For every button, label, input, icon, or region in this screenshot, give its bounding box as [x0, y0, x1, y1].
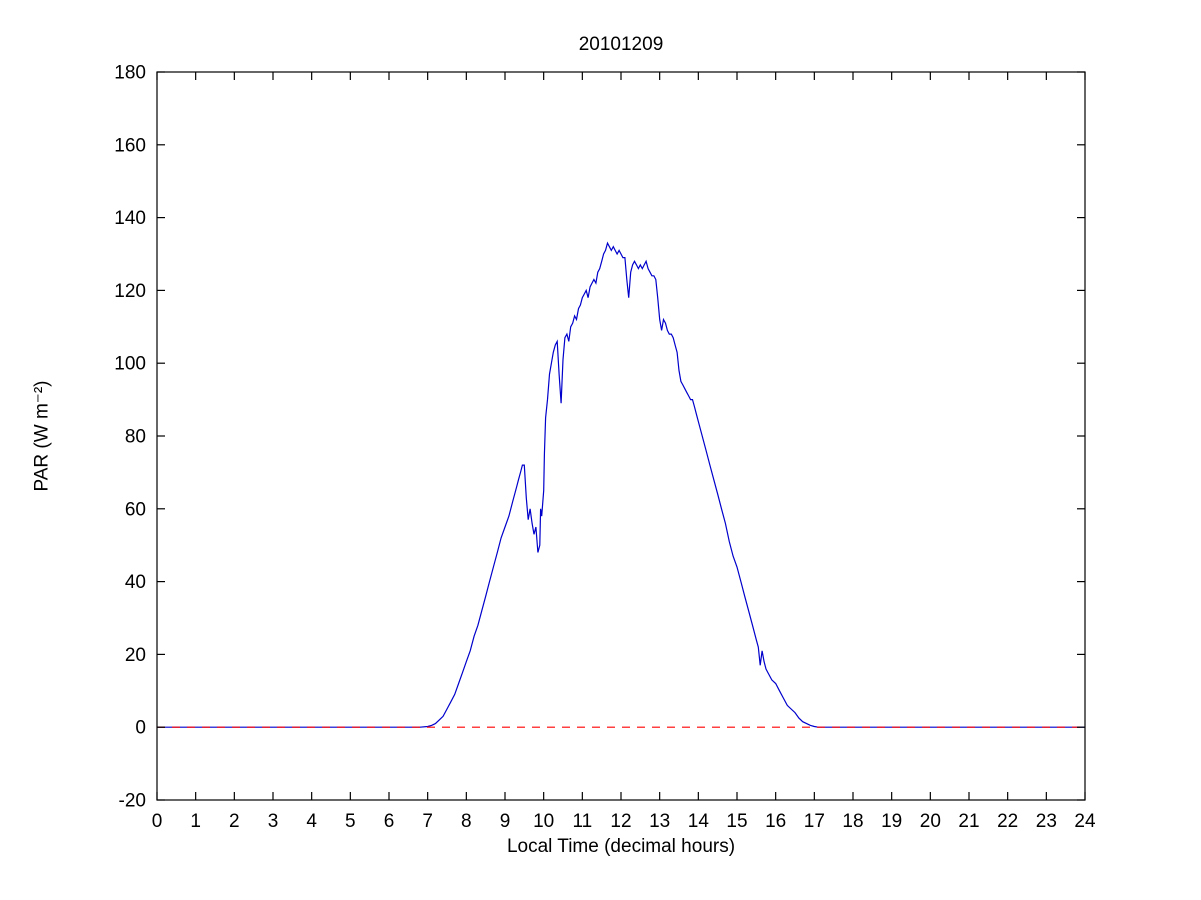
x-tick-label: 21: [958, 811, 979, 832]
x-tick-label: 9: [500, 811, 511, 832]
x-tick-label: 18: [842, 811, 863, 832]
x-tick-label: 16: [765, 811, 786, 832]
y-tick-label: 160: [114, 135, 146, 156]
y-tick-label: 180: [114, 63, 146, 84]
x-tick-label: 4: [306, 811, 317, 832]
x-tick-label: 11: [572, 811, 592, 832]
par-series: [157, 241, 1085, 728]
y-tick-label: 100: [114, 354, 146, 375]
x-axis-label: Local Time (decimal hours): [506, 836, 736, 857]
x-tick-label: 24: [1074, 811, 1096, 832]
x-tick-label: 6: [384, 811, 395, 832]
x-tick-label: 7: [422, 811, 433, 832]
y-tick-label: 0: [135, 718, 146, 739]
x-tick-label: 1: [190, 811, 201, 832]
y-axis-label: PAR (W m⁻²): [31, 380, 53, 492]
x-tick-label: 15: [726, 811, 747, 832]
y-tick-label: 120: [114, 281, 146, 302]
x-tick-label: 8: [461, 811, 472, 832]
x-tick-label: 0: [152, 811, 163, 832]
axes-box: [156, 71, 1086, 801]
x-tick-label: 17: [804, 811, 825, 832]
y-tick-label: -20: [119, 791, 146, 812]
x-tick-label: 22: [997, 811, 1018, 832]
x-tick-label: 12: [610, 811, 631, 832]
x-tick-label: 13: [649, 811, 670, 832]
x-tick-label: 19: [881, 811, 902, 832]
chart-title: 20101209: [578, 34, 664, 55]
x-tick-label: 23: [1036, 811, 1057, 832]
y-tick-label: 60: [125, 499, 146, 520]
y-tick-label: 80: [125, 427, 146, 448]
x-tick-label: 14: [688, 811, 710, 832]
x-tick-label: 3: [268, 811, 279, 832]
y-tick-label: 20: [125, 645, 146, 666]
y-tick-label: 40: [125, 572, 146, 593]
x-tick-label: 5: [345, 811, 356, 832]
y-tick-label: 140: [114, 208, 146, 229]
x-tick-label: 20: [920, 811, 941, 832]
x-tick-label: 2: [229, 811, 240, 832]
x-tick-label: 10: [533, 811, 554, 832]
